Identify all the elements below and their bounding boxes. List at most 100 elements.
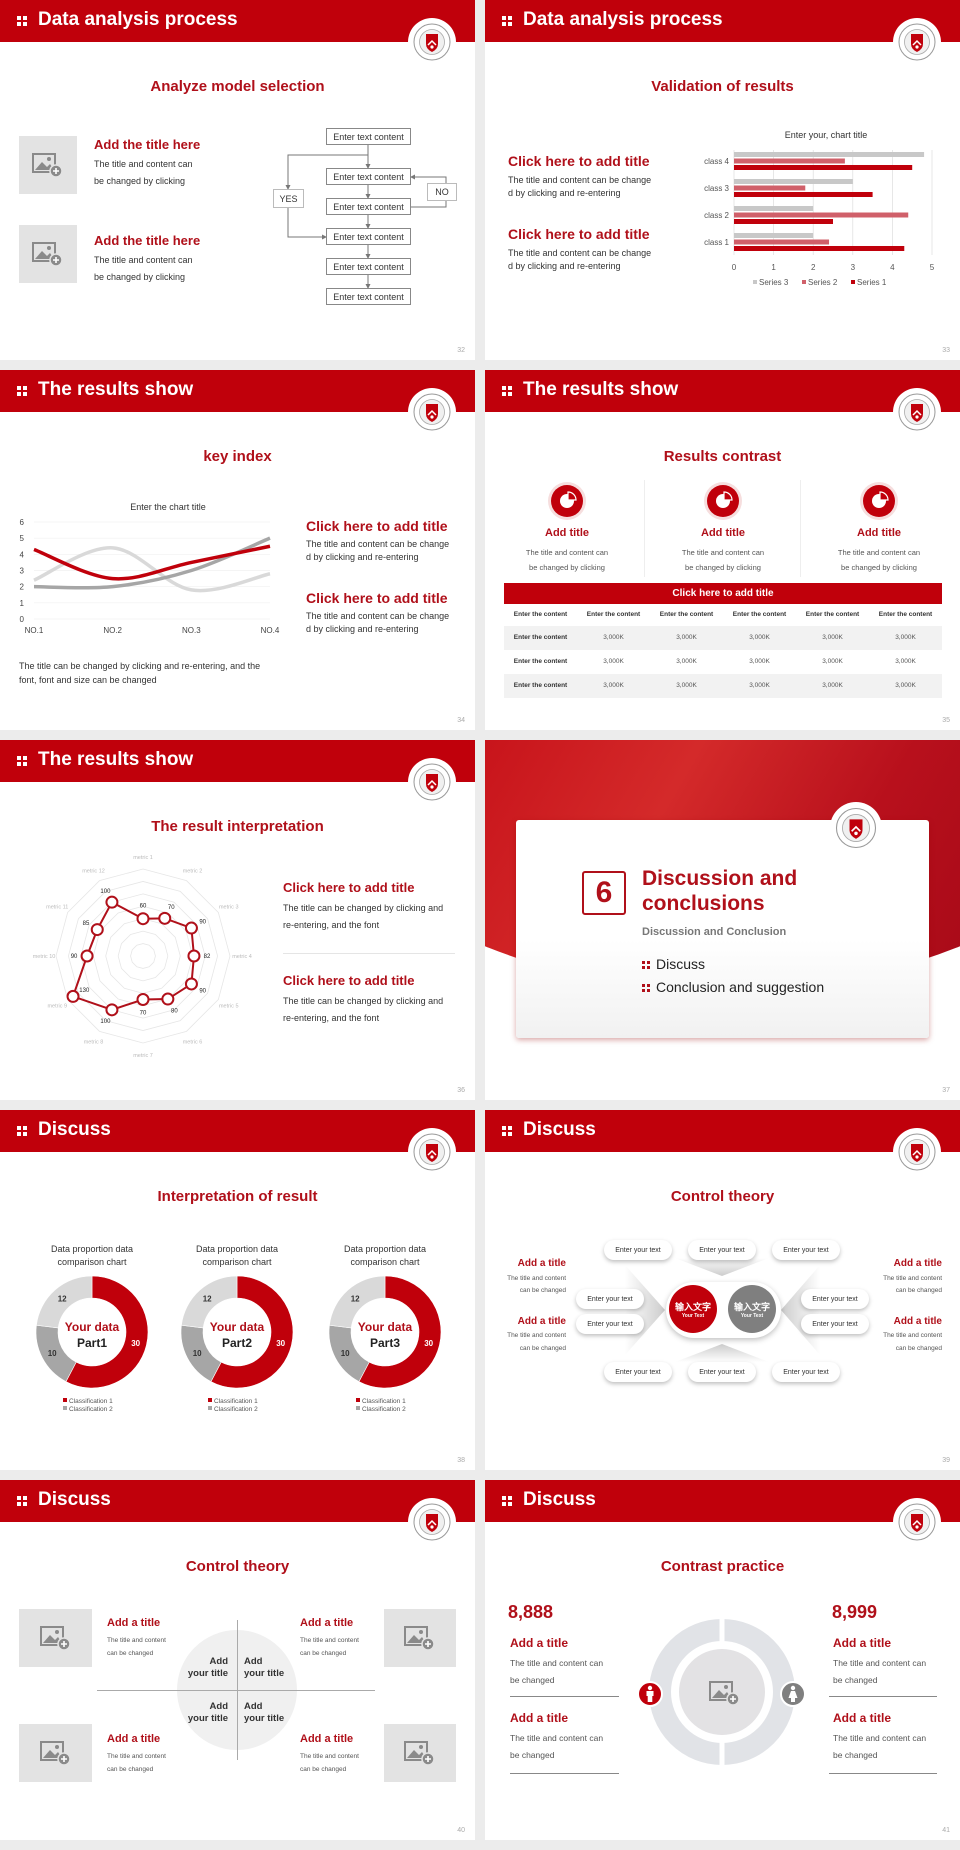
text-pill[interactable]: Enter your text xyxy=(604,1362,672,1382)
slide-35[interactable]: The results show Results contrast Add ti… xyxy=(485,370,960,730)
flowchart-box[interactable]: Enter text content xyxy=(326,198,411,215)
donut-center-text: Part2 xyxy=(222,1336,252,1350)
slide-32[interactable]: Data analysis process Analyze model sele… xyxy=(0,0,475,360)
flowchart-box[interactable]: Enter text content xyxy=(326,228,411,245)
bar-chart: Enter your, chart title 0 1 2 3 4 5 class 1 clas… xyxy=(704,130,935,287)
image-placeholder[interactable] xyxy=(384,1609,456,1667)
text-pill[interactable]: Enter your text xyxy=(801,1289,869,1309)
slide-41[interactable]: Discuss Contrast practice 8,888 Add a ti… xyxy=(485,1480,960,1840)
table-header-cell: Enter the content xyxy=(659,611,714,618)
text-pill[interactable]: Enter your text xyxy=(688,1362,756,1382)
legend-label: Classification 1 xyxy=(214,1398,258,1405)
table-cell: Enter the content xyxy=(513,658,568,665)
quadrant-label[interactable]: Add your title xyxy=(188,1656,228,1680)
center-circle-red[interactable]: 输入文字 Your Text xyxy=(669,1285,717,1333)
donut-center-text: Your data xyxy=(65,1320,120,1334)
radar-ring xyxy=(130,943,156,969)
dots-icon xyxy=(17,1126,27,1136)
divider xyxy=(283,953,455,954)
item-title: Add a title xyxy=(893,1316,942,1327)
image-placeholder[interactable] xyxy=(384,1724,456,1782)
header-title: The results show xyxy=(523,379,679,400)
slide-header: The results show xyxy=(0,370,475,412)
university-emblem xyxy=(413,23,451,61)
image-placeholder[interactable] xyxy=(19,1609,92,1667)
text-pill[interactable]: Enter your text xyxy=(576,1314,644,1334)
item-body: The title and content can be change xyxy=(306,611,450,621)
flowchart-no-box[interactable]: NO xyxy=(427,183,457,201)
y-tick-label: 5 xyxy=(20,534,25,543)
item-body: be changed by clicking xyxy=(94,272,186,282)
divider xyxy=(829,1696,937,1697)
axis-label: metric 8 xyxy=(84,1040,104,1046)
slide-36[interactable]: The results show The result interpretati… xyxy=(0,740,475,1100)
axis-label: metric 7 xyxy=(133,1053,153,1059)
chart-title: comparison chart xyxy=(202,1257,272,1267)
center-circle-gray[interactable]: 输入文字 Your Text xyxy=(728,1285,776,1333)
value-label: 70 xyxy=(140,1011,147,1017)
value-label: 80 xyxy=(171,1008,178,1014)
x-tick-label: NO.4 xyxy=(261,626,280,635)
image-placeholder[interactable] xyxy=(19,1724,92,1782)
item-body: re-entering, and the font xyxy=(283,920,380,930)
text-pill[interactable]: Enter your text xyxy=(772,1240,840,1260)
flowchart-box[interactable]: Enter text content xyxy=(326,258,411,275)
quadrant-label[interactable]: Add your title xyxy=(244,1701,284,1725)
dots-icon xyxy=(502,1496,512,1506)
slide-40[interactable]: Discuss Control theory Add your title Add… xyxy=(0,1480,475,1840)
quadrant-label[interactable]: Add your title xyxy=(188,1701,228,1725)
slide-34[interactable]: The results show key index Enter the cha… xyxy=(0,370,475,730)
text-pill[interactable]: Enter your text xyxy=(801,1314,869,1334)
category-label: class 1 xyxy=(704,238,729,247)
item-body: The title and content xyxy=(883,1332,942,1339)
section-number-box: 6 xyxy=(582,871,626,915)
section-subtitle: Discussion and Conclusion xyxy=(642,926,787,938)
item-title: Click here to add title xyxy=(306,590,448,606)
header-title: Discuss xyxy=(523,1119,596,1140)
flowchart-box[interactable]: Enter text content xyxy=(326,288,411,305)
quadrant-label[interactable]: Add your title xyxy=(244,1656,284,1680)
bullet-item[interactable]: Discuss xyxy=(656,956,706,972)
page-number: 38 xyxy=(457,1457,465,1464)
table-cell: 3,000K xyxy=(603,658,624,665)
flowchart-box[interactable]: Enter text content xyxy=(326,128,411,145)
university-logo xyxy=(408,1128,456,1176)
item-title: Add a title xyxy=(833,1711,892,1725)
university-logo xyxy=(408,1498,456,1546)
text-pill[interactable]: Enter your text xyxy=(604,1240,672,1260)
donut-center-text: Your data xyxy=(358,1320,413,1334)
slide-39[interactable]: Discuss Control theory 输入文字 Your Text 输入文… xyxy=(485,1110,960,1470)
donut-center-text: Part1 xyxy=(77,1336,107,1350)
text-pill[interactable]: Enter your text xyxy=(772,1362,840,1382)
flowchart-box[interactable]: Enter text content xyxy=(326,168,411,185)
bullet-item[interactable]: Conclusion and suggestion xyxy=(656,979,825,995)
item-title: Add a title xyxy=(510,1636,569,1650)
center-text: 输入文字 xyxy=(674,1302,711,1312)
image-placeholder[interactable] xyxy=(19,136,77,194)
text-pill[interactable]: Enter your text xyxy=(688,1240,756,1260)
slide-38[interactable]: Discuss Interpretation of result Data pr… xyxy=(0,1110,475,1470)
image-placeholder[interactable] xyxy=(19,225,77,283)
item-body: can be changed xyxy=(107,1650,154,1657)
item-body: The title and content xyxy=(300,1637,359,1644)
section-title: conclusions xyxy=(642,892,765,915)
legend-swatch xyxy=(802,280,806,284)
university-emblem xyxy=(835,807,877,849)
slide-title: Analyze model selection xyxy=(150,78,325,95)
slide-header: The results show xyxy=(485,370,960,412)
legend-swatch xyxy=(63,1398,67,1402)
item-body: The title and content xyxy=(107,1753,166,1760)
flowchart-yes-box[interactable]: YES xyxy=(273,189,304,208)
series-line xyxy=(33,544,271,581)
radar-point xyxy=(136,912,150,926)
item-body: re-entering, and the font xyxy=(283,1013,380,1023)
bar xyxy=(734,179,853,184)
text-pill[interactable]: Enter your text xyxy=(576,1289,644,1309)
item-body: The title and content can be change xyxy=(306,539,450,549)
university-logo xyxy=(893,18,941,66)
slide-37-section[interactable]: 6 Discussion and conclusions Discussion … xyxy=(485,740,960,1100)
image-placeholder-icon[interactable] xyxy=(708,1679,742,1712)
card-title: Add title xyxy=(701,527,745,539)
slide-33[interactable]: Data analysis process Validation of resu… xyxy=(485,0,960,360)
axis-label: metric 3 xyxy=(219,905,239,911)
